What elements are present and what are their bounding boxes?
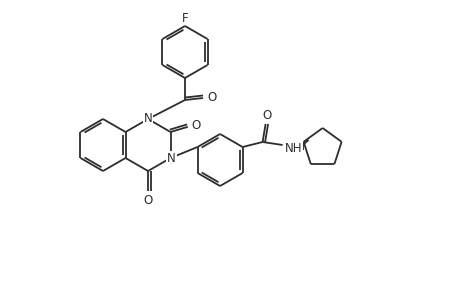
Text: O: O (143, 194, 152, 206)
Text: F: F (181, 11, 188, 25)
Text: O: O (207, 91, 216, 103)
Text: N: N (167, 152, 175, 164)
Text: N: N (143, 112, 152, 124)
Text: O: O (262, 109, 271, 122)
Text: NH: NH (284, 142, 302, 154)
Text: O: O (191, 119, 200, 132)
